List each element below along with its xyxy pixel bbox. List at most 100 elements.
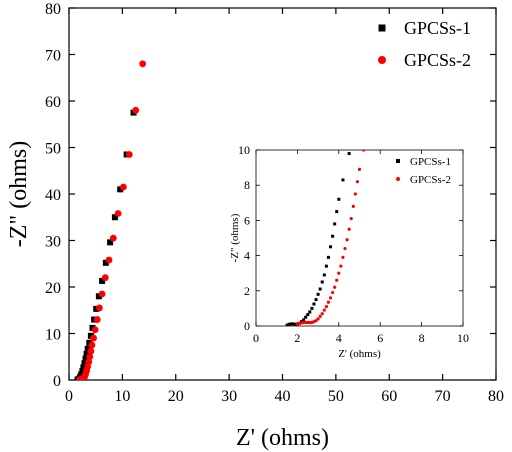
point-gpcss-1 <box>289 322 293 326</box>
y-tick-label-inset: 6 <box>244 213 250 227</box>
y-tick-label-inset: 2 <box>244 284 250 298</box>
point-gpcss-1 <box>335 210 339 214</box>
x-tick-label-inset: 6 <box>377 331 383 345</box>
point-gpcss-2 <box>105 256 113 264</box>
point-gpcss-1 <box>347 152 351 156</box>
x-tick-label-inset: 4 <box>336 331 342 345</box>
x-axis-title-main: Z' (ohms) <box>236 425 329 451</box>
point-gpcss-1 <box>320 280 324 284</box>
y-axis-title-inset: -Z" (ohms) <box>229 213 241 262</box>
x-tick-label-main: 0 <box>65 388 73 405</box>
point-gpcss-1 <box>341 178 345 182</box>
point-gpcss-2 <box>322 308 326 312</box>
point-gpcss-1 <box>293 322 297 326</box>
point-gpcss-2 <box>320 312 324 316</box>
point-gpcss-2 <box>339 264 343 268</box>
x-axis-title-inset: Z' (ohms) <box>338 348 381 360</box>
point-gpcss-2 <box>125 151 133 158</box>
point-gpcss-2 <box>85 358 93 366</box>
point-gpcss-1 <box>312 302 316 306</box>
point-gpcss-2 <box>90 334 97 342</box>
data-points-inset <box>285 150 366 326</box>
y-tick-label-main: 70 <box>45 48 61 65</box>
x-tick-label-inset: 10 <box>457 331 469 345</box>
point-gpcss-1 <box>322 273 326 277</box>
point-gpcss-2 <box>330 290 335 295</box>
legend-marker-gpcss-2 <box>378 56 386 64</box>
point-gpcss-2 <box>355 180 360 184</box>
point-gpcss-2 <box>316 317 320 321</box>
point-gpcss-2 <box>326 300 331 304</box>
x-tick-label-inset: 0 <box>253 331 259 345</box>
x-tick-label-inset: 8 <box>419 331 425 345</box>
x-tick-label-main: 30 <box>221 388 237 405</box>
point-gpcss-1 <box>337 197 341 201</box>
legend-marker-gpcss-1 <box>378 24 386 32</box>
point-gpcss-1 <box>318 287 322 291</box>
point-gpcss-1 <box>326 255 330 259</box>
point-gpcss-1 <box>86 339 93 346</box>
point-gpcss-1 <box>310 306 314 310</box>
y-tick-label-inset: 0 <box>244 319 250 333</box>
y-tick-label-main: 30 <box>45 234 61 251</box>
point-gpcss-2 <box>132 106 140 114</box>
point-gpcss-2 <box>328 296 333 300</box>
point-gpcss-1 <box>87 332 94 339</box>
point-gpcss-1 <box>102 259 109 266</box>
point-gpcss-2 <box>357 167 362 171</box>
y-tick-label-main: 0 <box>53 373 61 390</box>
point-gpcss-2 <box>343 246 347 251</box>
point-gpcss-2 <box>101 274 109 282</box>
point-gpcss-2 <box>120 183 127 191</box>
point-gpcss-2 <box>333 285 337 289</box>
x-tick-label-main: 60 <box>381 388 397 405</box>
point-gpcss-1 <box>81 360 88 367</box>
point-gpcss-1 <box>78 371 85 378</box>
point-gpcss-1 <box>331 234 335 238</box>
x-tick-label-main: 20 <box>168 388 184 405</box>
point-gpcss-2 <box>353 192 357 196</box>
point-gpcss-1 <box>83 350 90 357</box>
point-gpcss-2 <box>318 314 322 318</box>
legend-label-gpcss-1: GPCSs-1 <box>410 156 451 168</box>
y-tick-label-main: 50 <box>45 141 61 158</box>
legend-label-gpcss-2: GPCSs-2 <box>410 174 451 186</box>
point-gpcss-2 <box>87 347 95 355</box>
point-gpcss-2 <box>114 210 122 217</box>
point-gpcss-2 <box>109 234 117 242</box>
x-tick-label-main: 10 <box>114 388 130 405</box>
point-gpcss-1 <box>95 293 102 300</box>
x-tick-label-main: 70 <box>435 388 451 405</box>
point-gpcss-1 <box>79 368 86 375</box>
point-gpcss-2 <box>349 217 353 221</box>
y-tick-label-main: 20 <box>45 280 61 297</box>
point-gpcss-2 <box>139 60 147 68</box>
x-tick-label-main: 80 <box>488 388 504 405</box>
point-gpcss-1 <box>316 292 320 296</box>
point-gpcss-1 <box>107 239 114 246</box>
plot-frame-inset <box>255 149 464 327</box>
x-tick-label-inset: 2 <box>294 331 300 345</box>
legend-inset: GPCSs-1 GPCSs-2 <box>396 156 451 186</box>
point-gpcss-1 <box>304 315 308 319</box>
y-axis-title-main: -Z" (ohms) <box>6 141 32 247</box>
point-gpcss-2 <box>335 278 339 282</box>
point-gpcss-1 <box>84 345 91 352</box>
point-gpcss-1 <box>329 245 333 249</box>
point-gpcss-1 <box>302 318 306 322</box>
chart-inset: 0 2 4 6 8 10 0 2 4 6 8 10 Z' (ohms) -Z" (ohms) GPCSs-1… <box>229 143 469 360</box>
point-gpcss-1 <box>111 214 118 221</box>
legend-label-gpcss-1: GPCSs-1 <box>404 18 471 38</box>
point-gpcss-1 <box>117 186 124 193</box>
data-points-main <box>74 60 147 380</box>
point-gpcss-2 <box>362 150 366 152</box>
point-gpcss-1 <box>291 322 295 326</box>
point-gpcss-2 <box>351 204 355 208</box>
legend-label-gpcss-2: GPCSs-2 <box>404 50 471 70</box>
point-gpcss-2 <box>93 316 101 323</box>
y-tick-label-main: 80 <box>45 1 61 18</box>
point-gpcss-1 <box>99 277 106 284</box>
point-gpcss-2 <box>347 227 351 231</box>
